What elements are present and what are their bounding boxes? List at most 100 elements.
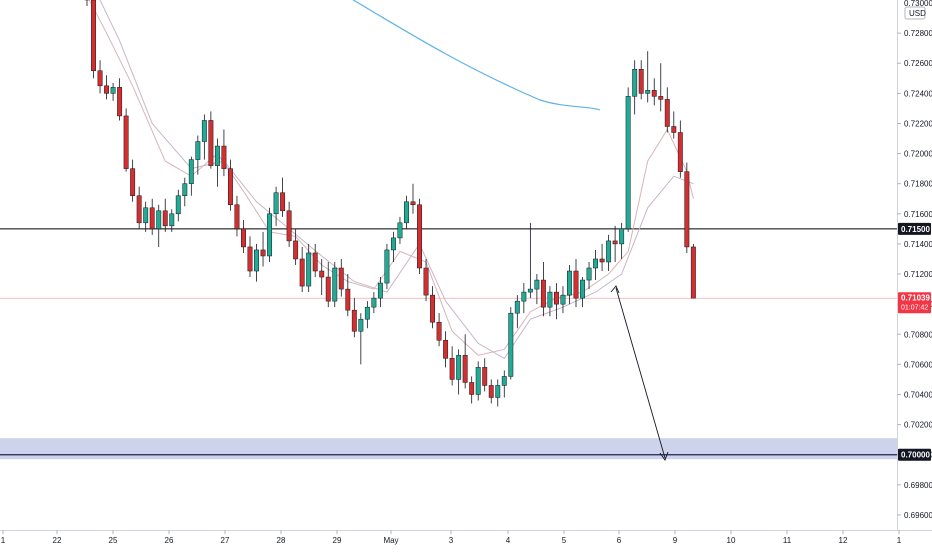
candle-body [397,222,403,239]
candle [384,243,390,290]
x-tick-label: 5 [562,536,567,545]
candle [567,265,572,305]
current-price-value: 0.71039 [901,293,930,302]
currency-label: USD [909,9,926,18]
ma-fast-pink-line [88,0,694,356]
candle-body [573,270,579,299]
x-tick-label: 28 [277,536,286,545]
support-zone-layer [0,438,897,460]
candle [97,60,103,94]
x-tick-label: 27 [221,536,230,545]
candle-body [208,120,214,166]
candle [208,111,214,169]
x-tick-label: 9 [673,536,678,545]
candle [371,292,377,314]
candle-body [436,321,442,341]
candle [91,0,96,79]
arrow-layer [610,285,669,461]
y-tick-label: 0.70600 [904,360,932,369]
candle-body [671,126,677,133]
candle-body [404,201,409,224]
support-zone [0,438,897,460]
candle [443,331,449,368]
candle [299,246,305,293]
candle-body [677,132,683,172]
x-tick-label: 11 [783,536,792,545]
candle-body [690,246,696,299]
candle [195,135,201,175]
candle-body [593,258,599,269]
resistance-price-tag-bg [898,222,931,235]
x-tick-label: 6 [617,536,622,545]
candle-body [351,309,357,332]
candle-body [645,90,651,94]
candle [462,334,468,389]
candle [664,87,670,133]
candle-body [143,207,149,224]
candle-body [312,252,318,272]
candle-body [293,240,299,260]
y-tick-label: 0.70400 [904,390,932,399]
candle-body [338,267,344,290]
candle-body [241,228,246,248]
candle-body [299,258,305,287]
candle-body [247,246,253,272]
currency-badge: USD [904,6,926,20]
candle-body [267,213,273,257]
candle [527,222,533,299]
candle [123,108,129,172]
candle [573,258,579,308]
candle [501,370,507,398]
candle-body [319,270,325,278]
candle [553,283,559,320]
candle-body [91,0,96,72]
candle [280,177,286,217]
candle [110,82,116,101]
support-price-tag-bg [898,448,931,461]
candle [423,258,429,302]
candle [593,249,599,281]
candle [104,75,110,100]
candle-body [508,312,514,377]
candle [508,307,514,380]
price-tags-layer: 0.71500 0.70000 0.71039 01:07:42 [898,222,931,461]
candle-body [651,90,657,97]
y-tick-label: 0.70200 [904,421,932,430]
candle-body [234,204,240,230]
candle [188,156,194,196]
candle [534,274,540,305]
support-price-tag-text: 0.70000 [901,451,930,460]
candle [599,243,605,272]
candle [404,195,409,229]
candle [201,114,207,160]
candle [514,295,520,329]
candle-body [619,228,625,245]
candle [149,198,155,235]
x-tick-label: May [383,536,398,545]
candle-body [254,249,259,272]
candle [345,274,351,317]
candle-body [280,192,286,212]
candle [390,231,396,262]
candle [488,379,494,404]
candle [162,198,168,232]
candle-body [521,291,527,302]
y-tick-label: 0.72200 [904,119,932,128]
candle-body [540,279,546,308]
y-tick-label: 0.72400 [904,89,932,98]
candle-body [482,367,488,386]
candle [410,183,416,214]
candle-body [599,258,605,263]
candle-body [169,213,175,227]
candle [684,162,690,253]
candle-body [110,87,116,94]
candle-body [149,207,155,230]
candle [586,261,592,290]
candle-body [606,240,612,263]
candle-body [260,249,266,257]
y-tick-label: 0.69600 [904,511,932,520]
candle [293,228,299,265]
ma-slow-purple-line [99,0,694,360]
